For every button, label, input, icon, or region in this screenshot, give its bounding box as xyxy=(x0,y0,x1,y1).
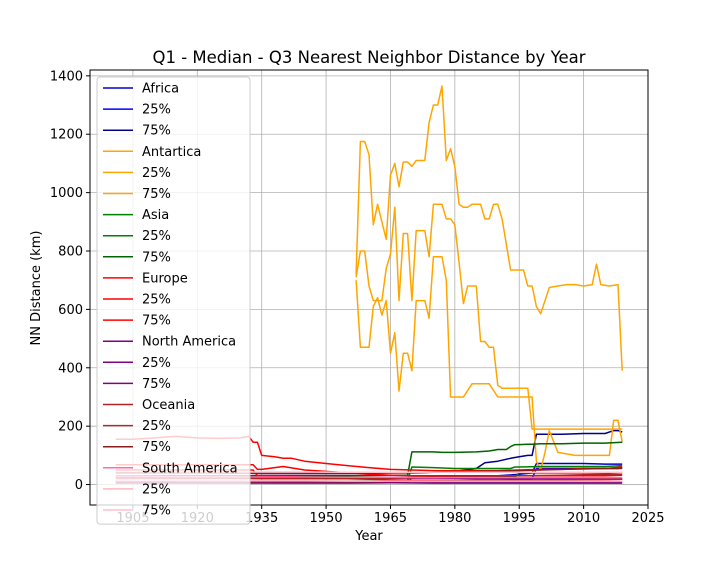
legend-label: 75% xyxy=(142,187,171,202)
legend-label: 75% xyxy=(142,504,171,519)
x-tick-label: 1980 xyxy=(438,511,471,526)
legend-label: Asia xyxy=(142,208,169,223)
plot-frame xyxy=(89,69,649,506)
legend-label: Europe xyxy=(142,271,188,286)
legend-label: Africa xyxy=(142,82,179,97)
legend-label: 75% xyxy=(142,250,171,265)
y-tick-label: 0 xyxy=(75,478,83,493)
y-tick-label: 400 xyxy=(58,361,83,376)
x-tick-label: 1995 xyxy=(503,511,536,526)
x-tick-label: 1935 xyxy=(245,511,278,526)
legend-label: 75% xyxy=(142,124,171,139)
y-axis-label: NN Distance (km) xyxy=(29,231,44,346)
series-line xyxy=(355,203,623,430)
y-tick-label: 800 xyxy=(58,245,83,260)
legend-label: 25% xyxy=(142,482,171,497)
legend-label: North America xyxy=(142,335,236,350)
legend-label: South America xyxy=(142,461,238,476)
x-tick-label: 1950 xyxy=(310,511,343,526)
legend-label: 25% xyxy=(142,103,171,118)
series-line xyxy=(355,85,623,371)
y-ticks: 0 200 400 600 800 1000 1200 1400 xyxy=(50,69,90,493)
legend: Africa 25% 75% Antartica 25% 75% Asia 25% 75% Eur… xyxy=(96,76,251,525)
x-tick-label: 2025 xyxy=(631,511,664,526)
x-tick-label: 2010 xyxy=(567,511,600,526)
legend-label: 25% xyxy=(142,166,171,181)
x-axis-label: Year xyxy=(354,529,383,544)
legend-label: 25% xyxy=(142,356,171,371)
y-tick-label: 1200 xyxy=(50,128,83,143)
legend-label: 75% xyxy=(142,314,171,329)
y-tick-label: 200 xyxy=(58,420,83,435)
legend-label: 25% xyxy=(142,293,171,308)
legend-box xyxy=(96,76,251,525)
legend-label: 25% xyxy=(142,229,171,244)
chart-title: Q1 - Median - Q3 Nearest Neighbor Distan… xyxy=(152,48,585,67)
y-tick-label: 1000 xyxy=(50,186,83,201)
legend-label: Oceania xyxy=(142,398,195,413)
legend-label: 75% xyxy=(142,440,171,455)
series-line xyxy=(355,256,623,471)
legend-label: Antartica xyxy=(142,145,201,160)
legend-label: 25% xyxy=(142,419,171,434)
x-tick-label: 1965 xyxy=(374,511,407,526)
y-tick-label: 1400 xyxy=(50,69,83,84)
legend-label: 75% xyxy=(142,377,171,392)
y-tick-label: 600 xyxy=(58,303,83,318)
